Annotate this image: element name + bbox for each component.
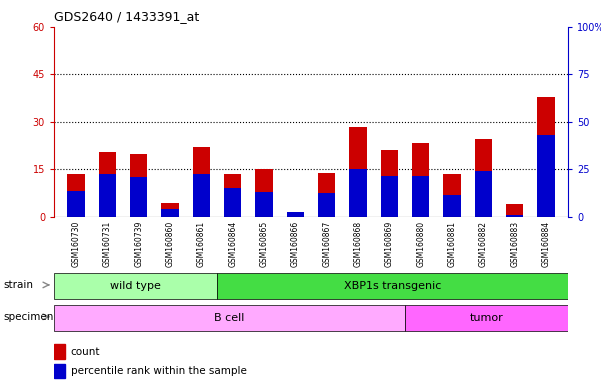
Bar [162,209,178,217]
Text: GSM160884: GSM160884 [542,221,551,267]
Text: GSM160731: GSM160731 [103,221,112,267]
Bar [130,154,147,217]
Text: count: count [70,347,100,357]
Bar [224,189,242,217]
Bar [506,204,523,217]
Text: GSM160883: GSM160883 [510,221,519,267]
Text: percentile rank within the sample: percentile rank within the sample [70,366,246,376]
Bar [54,305,405,331]
Text: GSM160865: GSM160865 [260,221,269,267]
Bar [54,344,66,359]
Bar [444,195,460,217]
Bar [349,169,367,217]
Text: strain: strain [3,280,33,290]
Bar [444,174,460,217]
Text: GSM160869: GSM160869 [385,221,394,267]
Bar [318,193,335,217]
Text: GSM160861: GSM160861 [197,221,206,267]
Bar [318,173,335,217]
Bar [412,176,429,217]
Bar [412,142,429,217]
Text: GSM160868: GSM160868 [353,221,362,267]
Bar [506,215,523,217]
Bar [217,273,568,299]
Text: GSM160881: GSM160881 [448,221,457,267]
Text: specimen: specimen [3,312,53,322]
Bar [255,169,273,217]
Text: XBP1s transgenic: XBP1s transgenic [344,281,441,291]
Bar [162,203,178,217]
Bar [193,174,210,217]
Bar [475,171,492,217]
Text: GSM160866: GSM160866 [291,221,300,267]
Bar [287,212,304,217]
Text: GSM160867: GSM160867 [322,221,331,267]
Text: GSM160864: GSM160864 [228,221,237,267]
Bar [54,273,217,299]
Text: GSM160730: GSM160730 [72,221,81,268]
Text: GSM160880: GSM160880 [416,221,425,267]
Bar [130,177,147,217]
Bar [380,151,398,217]
Text: B cell: B cell [215,313,245,323]
Bar [99,174,116,217]
Bar [405,305,568,331]
Bar [193,147,210,217]
Text: GSM160882: GSM160882 [479,221,488,267]
Bar [67,174,85,217]
Text: wild type: wild type [110,281,161,291]
Text: tumor: tumor [469,313,504,323]
Bar [54,364,66,378]
Text: GSM160739: GSM160739 [134,221,143,268]
Bar [349,127,367,217]
Bar [537,135,555,217]
Bar [224,174,242,217]
Bar [255,192,273,217]
Bar [67,191,85,217]
Bar [475,139,492,217]
Text: GDS2640 / 1433391_at: GDS2640 / 1433391_at [54,10,200,23]
Bar [99,152,116,217]
Bar [537,97,555,217]
Text: GSM160860: GSM160860 [165,221,174,267]
Bar [380,176,398,217]
